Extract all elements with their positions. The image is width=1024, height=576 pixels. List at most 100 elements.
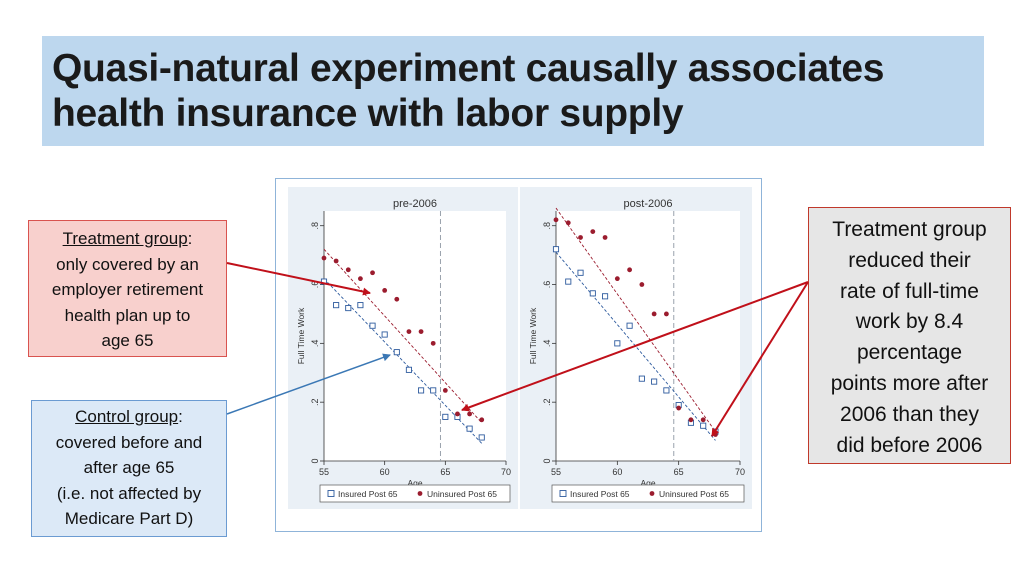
treatment-group-heading: Treatment group: [62, 229, 188, 248]
treatment-callout-heading-line: Treatment group:: [29, 226, 226, 252]
data-point-insured: [638, 375, 645, 382]
legend-label-uninsured: Uninsured Post 65: [659, 489, 729, 499]
data-point-insured: [357, 302, 364, 309]
result-callout-line: points more after: [830, 371, 989, 395]
data-point-insured: [478, 434, 485, 441]
data-point-insured: [381, 331, 388, 338]
data-point-uninsured: [382, 288, 388, 293]
data-point-insured: [320, 278, 328, 285]
data-point-insured: [405, 366, 412, 373]
treatment-callout-line: health plan up to: [64, 305, 191, 325]
x-tick-label: 70: [735, 467, 745, 477]
result-callout-line: percentage: [856, 341, 963, 365]
data-point-insured: [418, 387, 425, 394]
y-tick-label: 0: [542, 458, 552, 463]
control-callout-line: (i.e. not affected by: [56, 483, 202, 503]
y-tick-label: .2: [310, 398, 320, 406]
y-tick-label: .6: [310, 281, 320, 289]
data-point-uninsured: [442, 388, 448, 393]
treatment-callout-line: only covered by an: [56, 254, 199, 274]
data-point-uninsured: [713, 432, 718, 437]
data-point-uninsured: [614, 276, 620, 282]
data-point-uninsured: [565, 220, 571, 226]
x-tick-label: 70: [501, 467, 511, 477]
data-point-uninsured: [467, 411, 472, 417]
data-point-insured: [393, 349, 400, 356]
slide-title: Quasi-natural experiment causally associ…: [52, 46, 974, 136]
result-callout-line: Treatment group: [832, 218, 987, 241]
data-point-uninsured: [578, 235, 583, 240]
data-point-uninsured: [553, 217, 559, 223]
y-tick-label: .8: [310, 222, 320, 230]
x-tick-label: 60: [380, 467, 390, 477]
slide-title-line-2: health insurance with labor supply: [52, 92, 684, 135]
data-point-insured: [663, 387, 670, 394]
result-callout: Treatment group reduced their rate of fu…: [808, 207, 1011, 464]
slide-title-line-1: Quasi-natural experiment causally associ…: [52, 47, 885, 90]
x-tick-label: 55: [319, 467, 329, 477]
control-callout-line: after age 65: [83, 458, 175, 477]
data-point-insured: [700, 422, 707, 429]
data-point-uninsured: [370, 270, 375, 276]
y-axis-label: Full Time Work: [528, 307, 538, 364]
panel-title: post-2006: [624, 198, 673, 210]
data-point-insured: [466, 425, 473, 432]
legend-marker-uninsured: [649, 491, 655, 496]
scatter-chart-pair: pre-2006 0 .2 .4 .6 .8 55 60 65 70 Age Full Time Wo…: [288, 187, 752, 509]
data-point-uninsured: [418, 329, 424, 334]
data-point-uninsured: [664, 311, 669, 317]
data-point-insured: [442, 413, 449, 420]
result-callout-line: rate of full-time: [840, 279, 979, 303]
y-tick-label: .4: [542, 340, 552, 348]
legend-box: [551, 484, 745, 503]
control-callout-heading-line: Control group:: [32, 404, 226, 430]
data-point-insured: [614, 340, 621, 347]
data-point-uninsured: [676, 405, 682, 411]
data-point-uninsured: [590, 229, 596, 234]
plot-area: [324, 211, 506, 461]
control-callout-line: Medicare Part D): [64, 509, 194, 528]
data-point-insured: [333, 302, 340, 309]
x-axis-label: Age: [640, 478, 655, 488]
control-callout-line: covered before and: [55, 432, 203, 452]
legend-label-uninsured: Uninsured Post 65: [427, 489, 497, 499]
result-callout-line: reduced their: [848, 248, 971, 272]
data-point-insured: [651, 378, 658, 385]
control-heading-colon: :: [178, 407, 183, 426]
x-tick-label: 60: [612, 467, 622, 477]
data-point-uninsured: [627, 267, 632, 273]
data-point-insured: [626, 322, 633, 329]
data-point-uninsured: [394, 296, 400, 302]
x-tick-label: 65: [440, 467, 450, 477]
result-callout-line: 2006 than they: [840, 402, 979, 426]
x-axis-label: Age: [407, 478, 422, 488]
control-group-callout: Control group: covered before and after …: [31, 400, 227, 537]
plot-area: [556, 211, 740, 461]
data-point-uninsured: [321, 255, 327, 261]
chart-panel-pre-2006: pre-2006 0 .2 .4 .6 .8 55 60 65 70 Age Full Time Wo…: [288, 187, 518, 509]
data-point-uninsured: [430, 340, 436, 346]
data-point-uninsured: [333, 258, 339, 264]
panel-title: pre-2006: [393, 198, 437, 210]
data-point-uninsured: [358, 276, 363, 282]
y-tick-label: .8: [542, 222, 552, 230]
data-point-insured: [552, 246, 560, 253]
result-callout-line: did before 2006: [836, 433, 983, 457]
legend-box: [319, 484, 511, 503]
x-tick-label: 65: [674, 467, 684, 477]
data-point-insured: [577, 269, 584, 276]
data-point-insured: [589, 290, 596, 297]
data-point-insured: [430, 387, 437, 394]
chart-panel-post-2006: post-2006 0 .2 .4 .6 .8 55 60 65 70 Age Full Time W…: [520, 187, 752, 509]
data-point-uninsured: [345, 267, 351, 273]
y-tick-label: .2: [542, 398, 552, 406]
control-group-heading: Control group: [75, 407, 179, 426]
treatment-callout-line: employer retirement: [51, 280, 204, 299]
chart-figure-frame: pre-2006 0 .2 .4 .6 .8 55 60 65 70 Age Full Time Wo…: [275, 178, 762, 532]
data-point-uninsured: [651, 311, 657, 317]
slide-title-banner: Quasi-natural experiment causally associ…: [42, 36, 984, 146]
legend-marker-insured: [559, 490, 567, 497]
legend-marker-uninsured: [417, 491, 423, 496]
legend-label-insured: Insured Post 65: [570, 489, 630, 499]
data-point-insured: [369, 322, 376, 329]
